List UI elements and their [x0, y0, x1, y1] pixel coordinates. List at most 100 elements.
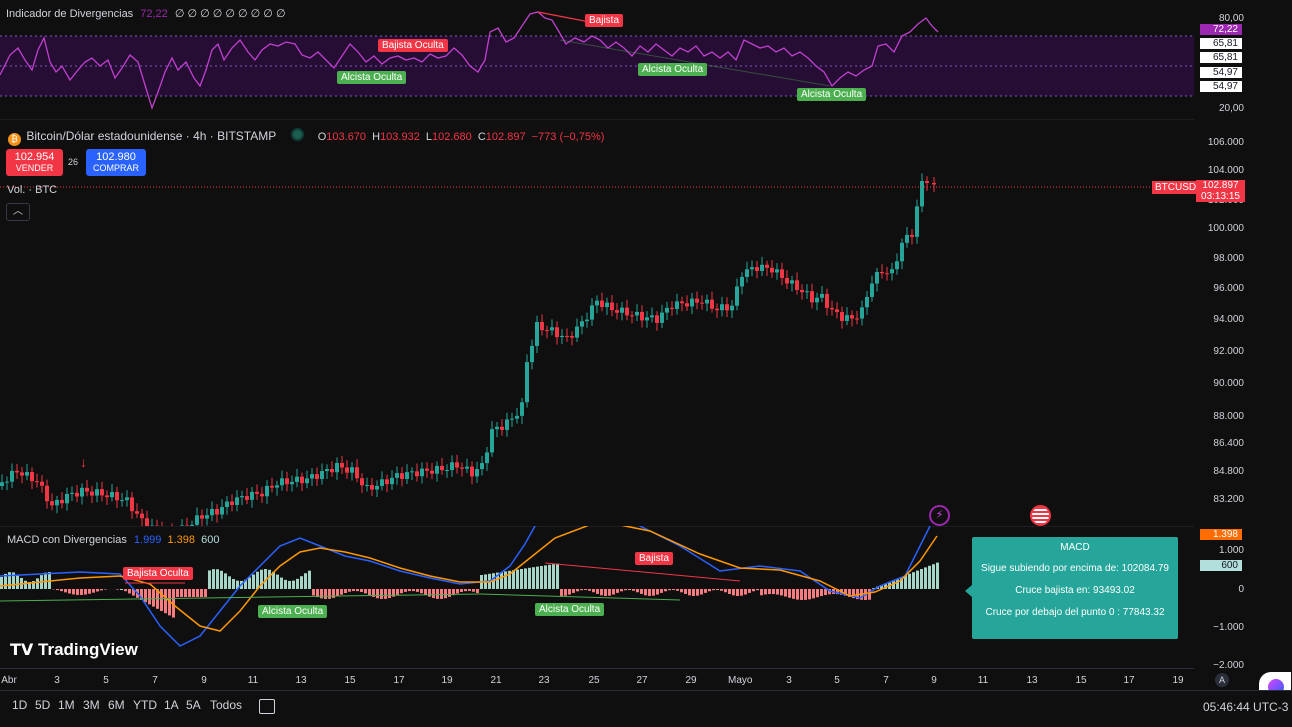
macd-histogram-bar [384, 589, 387, 599]
buy-label: COMPRAR [86, 163, 146, 173]
macd-histogram-bar [448, 589, 451, 597]
tradingview-logo[interactable]: 𝗧𝗩 TradingView [10, 640, 138, 660]
candle [45, 486, 49, 501]
macd-histogram-bar [792, 589, 795, 599]
sell-price: 102.954 [6, 151, 63, 163]
macd-histogram-bar [404, 589, 407, 592]
candle [540, 322, 544, 330]
macd-histogram-bar [308, 571, 311, 589]
range-button-ytd[interactable]: YTD [133, 698, 157, 712]
candle [430, 471, 434, 474]
macd-histogram-bar [228, 576, 231, 589]
current-price: 102.897 [1196, 180, 1245, 191]
macd-histogram-bar [364, 589, 367, 593]
tooltip-title: MACD [972, 542, 1178, 553]
current-price-box: 102.897 03:13:15 [1196, 180, 1245, 202]
macd-legend[interactable]: MACD con Divergencias 1.999 1.398 600 [7, 534, 219, 546]
clock[interactable]: 05:46:44 UTC-3 [1203, 700, 1288, 714]
lightning-event-icon[interactable]: ⚡ [929, 505, 950, 526]
candle [680, 301, 684, 303]
rsi-legend[interactable]: Indicador de Divergencias 72,22 ∅ ∅ ∅ ∅ … [6, 7, 286, 20]
range-button-5d[interactable]: 5D [35, 698, 50, 712]
macd-histogram-bar [568, 589, 571, 595]
candle [665, 308, 669, 313]
main-chart[interactable]: ↓ [0, 121, 1194, 526]
candle [145, 518, 149, 526]
candle [875, 272, 879, 284]
macd-histogram-bar [556, 564, 559, 589]
macd-histogram-bar [580, 589, 583, 590]
macd-histogram-bar [324, 589, 327, 599]
macd-histogram-bar [312, 589, 315, 595]
macd-histogram-bar [212, 569, 215, 589]
candle [500, 427, 504, 430]
candle [305, 478, 309, 483]
us-flag-event-icon[interactable] [1030, 505, 1051, 526]
rsi-badge-4: 54,97 [1200, 81, 1242, 92]
candle [450, 462, 454, 470]
range-button-3m[interactable]: 3M [83, 698, 100, 712]
candle [585, 320, 589, 322]
candle [810, 291, 814, 302]
candle [860, 307, 864, 318]
macd-histogram-bar [100, 589, 103, 590]
macd-histogram-bar [220, 571, 223, 589]
sell-button[interactable]: 102.954 VENDER [6, 149, 63, 176]
candle [80, 488, 84, 497]
candle [200, 515, 204, 518]
time-axis-label: 27 [630, 675, 654, 686]
collapse-legend-button[interactable]: ︿ [6, 203, 30, 221]
volume-legend[interactable]: Vol. · BTC [7, 184, 57, 196]
macd-histogram-bar [440, 589, 443, 599]
candle [780, 269, 784, 278]
candle [70, 493, 74, 494]
macd-histogram-bar [516, 570, 519, 589]
macd-tag-alcista-oculta-1: Alcista Oculta [258, 605, 327, 618]
macd-histogram-bar [292, 581, 295, 589]
candle [275, 485, 279, 487]
candle [205, 515, 209, 518]
range-button-6m[interactable]: 6M [108, 698, 125, 712]
macd-histogram-bar [560, 589, 563, 596]
candle [40, 482, 44, 486]
ohlc-h-label: H [372, 131, 380, 143]
candle [330, 469, 334, 472]
buy-button[interactable]: 102.980 COMPRAR [86, 149, 146, 176]
macd-histogram-bar [928, 566, 931, 589]
macd-histogram-bar [500, 572, 503, 589]
candle [60, 500, 64, 503]
macd-histogram-bar [120, 589, 123, 590]
macd-histogram-bar [460, 589, 463, 592]
range-button-todos[interactable]: Todos [210, 698, 242, 712]
macd-histogram-bar [268, 570, 271, 589]
candle [265, 486, 269, 496]
date-range-icon[interactable] [259, 699, 275, 714]
macd-histogram-bar [192, 589, 195, 597]
symbol-legend[interactable]: ₿ Bitcoin/Dólar estadounidense · 4h · BI… [8, 128, 604, 146]
sell-label: VENDER [6, 163, 63, 173]
candle [135, 511, 139, 513]
range-button-1d[interactable]: 1D [12, 698, 27, 712]
macd-histogram-bar [184, 589, 187, 597]
candle [310, 474, 314, 478]
range-button-5a[interactable]: 5A [186, 698, 201, 712]
macd-histogram-bar [936, 563, 939, 589]
candle [605, 303, 609, 307]
candle [130, 497, 134, 511]
macd-histogram-bar [400, 589, 403, 593]
candle [880, 272, 884, 273]
range-button-1a[interactable]: 1A [164, 698, 179, 712]
candle [925, 181, 929, 183]
range-button-1m[interactable]: 1M [58, 698, 75, 712]
macd-histogram-bar [164, 589, 167, 613]
auto-scale-button[interactable]: A [1215, 673, 1229, 687]
macd-histogram-bar [104, 589, 107, 590]
candle [300, 477, 304, 483]
macd-histogram-bar [744, 589, 747, 595]
auto-scale-label: A [1219, 675, 1225, 685]
time-axis-label: 23 [532, 675, 556, 686]
candle [240, 496, 244, 497]
macd-histogram-bar [416, 589, 419, 592]
time-axis-label: 11 [971, 675, 995, 686]
